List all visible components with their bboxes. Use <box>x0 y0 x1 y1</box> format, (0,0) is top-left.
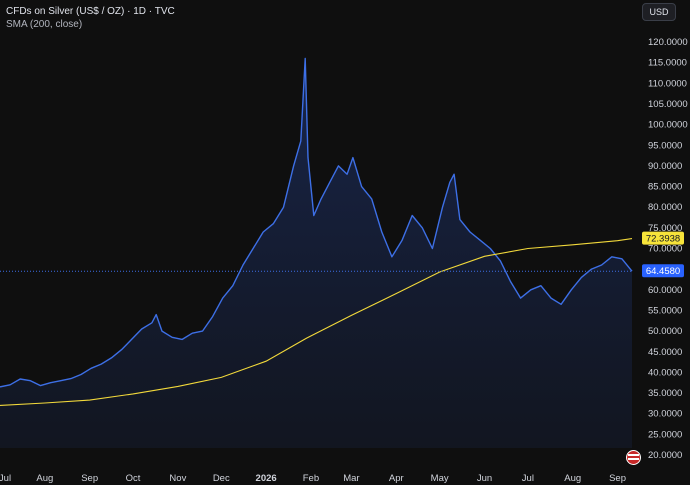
y-axis[interactable]: 120.0000 115.0000 110.0000 105.0000 100.0000… <box>648 37 688 461</box>
y-tick-label: 70.0000 <box>648 244 682 255</box>
indicator-label[interactable]: SMA (200, close) <box>6 19 83 30</box>
y-tick-label: 75.0000 <box>648 223 682 234</box>
x-tick-label: Nov <box>169 473 186 484</box>
price-area-fill <box>0 58 632 448</box>
y-tick-label: 45.0000 <box>648 347 682 358</box>
y-tick-label: 60.0000 <box>648 285 682 296</box>
x-axis[interactable]: Jul Aug Sep Oct Nov Dec 2026 Feb Mar Apr May Jun Jul… <box>0 473 626 484</box>
symbol-title[interactable]: CFDs on Silver (US$ / OZ) · 1D · TVC <box>6 6 175 17</box>
sma-series-line <box>0 238 633 406</box>
series-line-layer <box>0 57 633 406</box>
x-tick-label: Mar <box>343 473 359 484</box>
x-tick-label: Sep <box>81 473 98 484</box>
x-tick-label: Sep <box>609 473 626 484</box>
y-tick-label: 120.0000 <box>648 37 688 48</box>
y-tick-label: 20.0000 <box>648 450 682 461</box>
x-tick-label: Jul <box>0 473 11 484</box>
y-tick-label: 110.0000 <box>648 78 687 89</box>
x-tick-label: Jun <box>477 473 492 484</box>
x-tick-label: Feb <box>303 473 319 484</box>
price-area-layer <box>0 58 632 448</box>
price-series-line <box>0 57 633 388</box>
x-tick-label: Apr <box>389 473 404 484</box>
last-price-label-bg <box>642 264 684 278</box>
x-tick-label: May <box>431 473 449 484</box>
y-tick-label: 50.0000 <box>648 326 682 337</box>
y-tick-label: 55.0000 <box>648 305 682 316</box>
flag-icon[interactable] <box>626 450 641 465</box>
y-tick-label: 80.0000 <box>648 202 682 213</box>
y-tick-label: 85.0000 <box>648 182 682 193</box>
y-tick-label: 25.0000 <box>648 429 682 440</box>
last-price-label: 64.4580 <box>646 266 680 277</box>
y-tick-label: 30.0000 <box>648 409 682 420</box>
y-tick-label: 100.0000 <box>648 120 688 131</box>
currency-button[interactable]: USD <box>642 3 676 21</box>
x-tick-label: Jul <box>522 473 534 484</box>
price-labels-layer: 72.3938 64.4580 <box>642 231 684 278</box>
x-tick-label: Aug <box>564 473 581 484</box>
y-tick-label: 40.0000 <box>648 367 682 378</box>
y-tick-label: 90.0000 <box>648 161 682 172</box>
x-tick-label: Dec <box>213 473 230 484</box>
y-tick-label: 95.0000 <box>648 140 682 151</box>
chart-legend: CFDs on Silver (US$ / OZ) · 1D · TVC SMA… <box>6 5 175 31</box>
x-tick-label: 2026 <box>256 473 277 484</box>
sma-price-label: 72.3938 <box>646 234 680 245</box>
x-tick-label: Oct <box>126 473 141 484</box>
sma-price-label-bg <box>642 231 684 245</box>
x-tick-label: Aug <box>36 473 53 484</box>
y-tick-label: 35.0000 <box>648 388 682 399</box>
y-tick-label: 115.0000 <box>648 58 687 69</box>
y-tick-label: 105.0000 <box>648 99 688 110</box>
